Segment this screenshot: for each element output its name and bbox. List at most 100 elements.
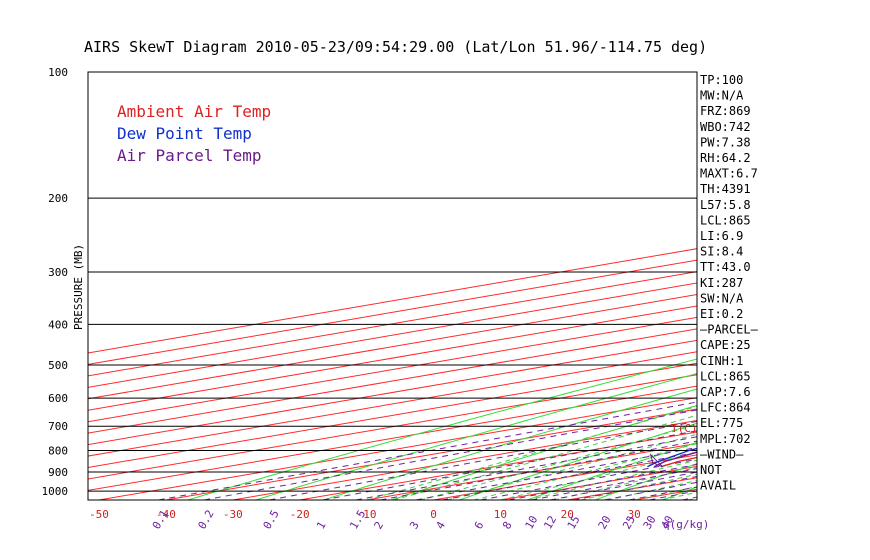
y-tick-label: 500 [48, 359, 68, 372]
x-tick-label-bottom: 30 [628, 508, 641, 521]
x-tick-label-bottom: -10 [357, 508, 377, 521]
y-tick-label: 100 [48, 66, 68, 79]
isotherm-line [88, 339, 697, 446]
legend-entry: Ambient Air Temp [117, 102, 271, 121]
y-tick-label: 700 [48, 420, 68, 433]
x-axis-label: T(C) [671, 422, 698, 435]
stat-line: EL:775 [700, 416, 743, 430]
dry-adiabat-line [594, 463, 697, 500]
stat-line: L57:5.8 [700, 198, 751, 212]
mixing-ratio-label: 40 [658, 514, 676, 532]
dry-adiabat-line [255, 373, 697, 500]
stat-line: EI:0.2 [700, 307, 743, 321]
moist-adiabat-line [660, 491, 697, 500]
y-tick-label: 1000 [42, 485, 69, 498]
mixing-ratio-label: 12 [541, 514, 559, 532]
x-tick-label-bottom: 10 [494, 508, 507, 521]
y-tick-label: 800 [48, 445, 68, 458]
stat-line: MW:N/A [700, 89, 744, 103]
stat-line: LCL:865 [700, 369, 751, 383]
dry-adiabat-line [866, 72, 870, 500]
isotherm-line [98, 397, 697, 500]
stat-line: MAXT:6.7 [700, 167, 758, 181]
stat-line: LFC:864 [700, 401, 751, 415]
surface-marker [649, 453, 664, 468]
x-tick-label-bottom: 20 [561, 508, 574, 521]
isotherm-line [835, 72, 870, 500]
series-line-dew-point-temp [647, 447, 697, 468]
stat-line: CINH:1 [700, 354, 743, 368]
mixing-ratio-line [322, 430, 697, 500]
mixing-ratio-label: 8 [500, 519, 515, 531]
stat-line: CAP:7.6 [700, 385, 751, 399]
mixing-ratio-line [158, 401, 697, 500]
mixing-ratio-label: 0.5 [261, 508, 282, 532]
isotherm-line [768, 72, 870, 500]
legend-entry: Dew Point Temp [117, 124, 252, 143]
mixing-ratio-label: 30 [641, 514, 659, 532]
stat-line: —WIND— [700, 447, 744, 461]
y-tick-label: 900 [48, 466, 68, 479]
isotherm-line [88, 259, 697, 365]
dry-adiabat-line [459, 422, 697, 500]
mixing-ratio-label: 6 [472, 519, 487, 531]
moist-adiabat-line [419, 424, 697, 500]
dry-adiabat-line [662, 486, 697, 500]
stat-line: TP:100 [700, 73, 743, 87]
mixing-ratio-line [269, 420, 697, 500]
dry-adiabat-line [798, 72, 870, 500]
y-axis-label: PRESSURE (MB) [72, 244, 85, 330]
mixing-ratio-line [204, 409, 697, 500]
stat-line: FRZ:869 [700, 104, 751, 118]
stat-line: SI:8.4 [700, 245, 743, 259]
y-tick-label: 200 [48, 192, 68, 205]
dry-adiabat-line [391, 404, 697, 500]
moist-adiabat-line [446, 433, 697, 500]
isotherm-line [88, 271, 697, 377]
isotherm-line [88, 328, 697, 434]
stat-line: AVAIL [700, 479, 736, 493]
series-line-ambient-air-temp [660, 456, 697, 468]
series-line-air-parcel-temp [653, 451, 697, 468]
dry-adiabat-line [731, 72, 870, 500]
stat-line: PW:7.38 [700, 135, 751, 149]
mixing-ratio-label: 3 [407, 519, 422, 531]
stat-line: TT:43.0 [700, 260, 751, 274]
plot-clip-group [88, 72, 870, 500]
isotherm-line [88, 385, 697, 491]
y-tick-label: 300 [48, 266, 68, 279]
isotherm-line [88, 374, 697, 480]
stat-line: MPL:702 [700, 432, 751, 446]
chart-title: AIRS SkewT Diagram 2010-05-23/09:54:29.0… [84, 38, 707, 56]
mixing-ratio-label: 10 [523, 514, 541, 532]
isotherm-line [88, 351, 697, 457]
isotherm-line [299, 431, 697, 500]
mixing-ratio-label: 4 [433, 519, 448, 532]
mixing-ratio-label: 15 [565, 514, 583, 532]
isotherm-line [88, 248, 697, 354]
x-tick-label-bottom: -20 [290, 508, 310, 521]
mixing-ratio-unit: q(g/kg) [663, 518, 709, 531]
x-tick-label-bottom: -50 [89, 508, 109, 521]
mixing-ratio-label: 0.2 [195, 508, 216, 532]
isotherm-line [165, 408, 697, 500]
mixing-ratio-label: 20 [596, 514, 614, 532]
x-tick-label-bottom: 0 [430, 508, 437, 521]
legend: Ambient Air Temp Dew Point Temp Air Parcel… [117, 102, 271, 165]
y-tick-label: 600 [48, 392, 68, 405]
isotherm-line [433, 454, 697, 500]
plot-area: 1002003004005006007008009001000PRESSURE … [42, 66, 870, 532]
stat-line: NOT [700, 463, 722, 477]
stat-line: WBO:742 [700, 120, 751, 134]
x-tick-label-bottom: -30 [223, 508, 243, 521]
plot-frame [87, 71, 698, 501]
moist-adiabat-line [366, 405, 697, 500]
stat-line: KI:287 [700, 276, 743, 290]
stat-line: TH:4391 [700, 182, 751, 196]
stat-line: SW:N/A [700, 291, 744, 305]
mixing-ratio-label: 25 [620, 514, 638, 532]
isotherm-line [88, 362, 697, 469]
legend-entry: Air Parcel Temp [117, 146, 262, 165]
